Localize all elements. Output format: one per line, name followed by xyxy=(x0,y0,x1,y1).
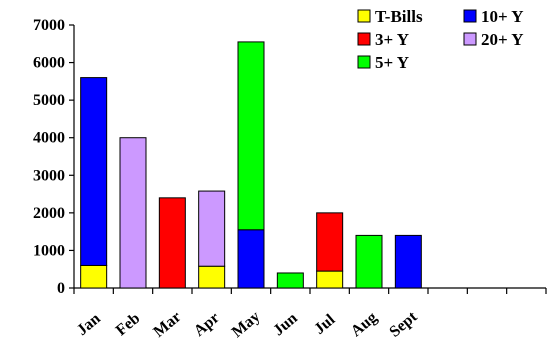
x-category-label: Sept xyxy=(386,308,421,341)
bar-jan-10-y xyxy=(80,77,108,266)
legend: T-Bills 10+ Y 3+ Y 20+ Y 5+ Y xyxy=(357,7,524,72)
x-category-label: Jul xyxy=(311,311,339,338)
legend-swatch-5-y xyxy=(357,55,371,69)
bar-jul-3-y xyxy=(316,212,344,272)
y-tick-label: 5000 xyxy=(33,92,65,109)
x-category-label: Aug xyxy=(348,309,381,340)
x-category-label: Apr xyxy=(191,309,223,340)
legend-swatch-t-bills xyxy=(357,9,371,23)
x-category-label: Jan xyxy=(74,310,104,339)
y-tick-label: 7000 xyxy=(33,17,65,34)
bar-apr-20-y xyxy=(198,190,226,267)
y-tick-label: 0 xyxy=(57,280,65,297)
x-category-label: Mar xyxy=(150,308,184,340)
legend-label: 10+ Y xyxy=(481,7,524,26)
axes: 0 1000 2000 3000 4000 5000 6000 7000 xyxy=(33,17,547,297)
bar-jun-5-y xyxy=(276,272,304,289)
bar-jul-t-bills xyxy=(316,270,344,289)
bar-mar-3-y xyxy=(158,197,186,289)
x-axis-labels: Jan Feb Mar Apr May Jun Jul Aug Sept xyxy=(74,308,421,341)
legend-label: 3+ Y xyxy=(375,30,409,49)
bar-may-5-y xyxy=(237,41,265,231)
bar-apr-t-bills xyxy=(198,265,226,289)
bar-sept-10-y xyxy=(394,234,422,289)
y-tick-label: 2000 xyxy=(33,205,65,222)
bar-may-10-y xyxy=(237,229,265,289)
y-tick-label: 4000 xyxy=(33,130,65,147)
legend-swatch-20-y xyxy=(463,32,477,46)
x-category-label: May xyxy=(229,308,264,341)
x-category-label: Jun xyxy=(270,310,301,340)
bar-aug-5-y xyxy=(355,234,383,289)
legend-label: 5+ Y xyxy=(375,53,409,72)
y-tick-label: 6000 xyxy=(33,55,65,72)
y-tick-label: 1000 xyxy=(33,242,65,259)
y-tick-label: 3000 xyxy=(33,167,65,184)
bar-jan-t-bills xyxy=(80,264,108,289)
bar-feb-20-y xyxy=(119,137,147,289)
legend-swatch-10-y xyxy=(463,9,477,23)
bars xyxy=(80,41,422,289)
legend-label: 20+ Y xyxy=(481,30,524,49)
legend-label: T-Bills xyxy=(375,7,423,26)
x-category-label: Feb xyxy=(113,310,144,340)
legend-swatch-3-y xyxy=(357,32,371,46)
